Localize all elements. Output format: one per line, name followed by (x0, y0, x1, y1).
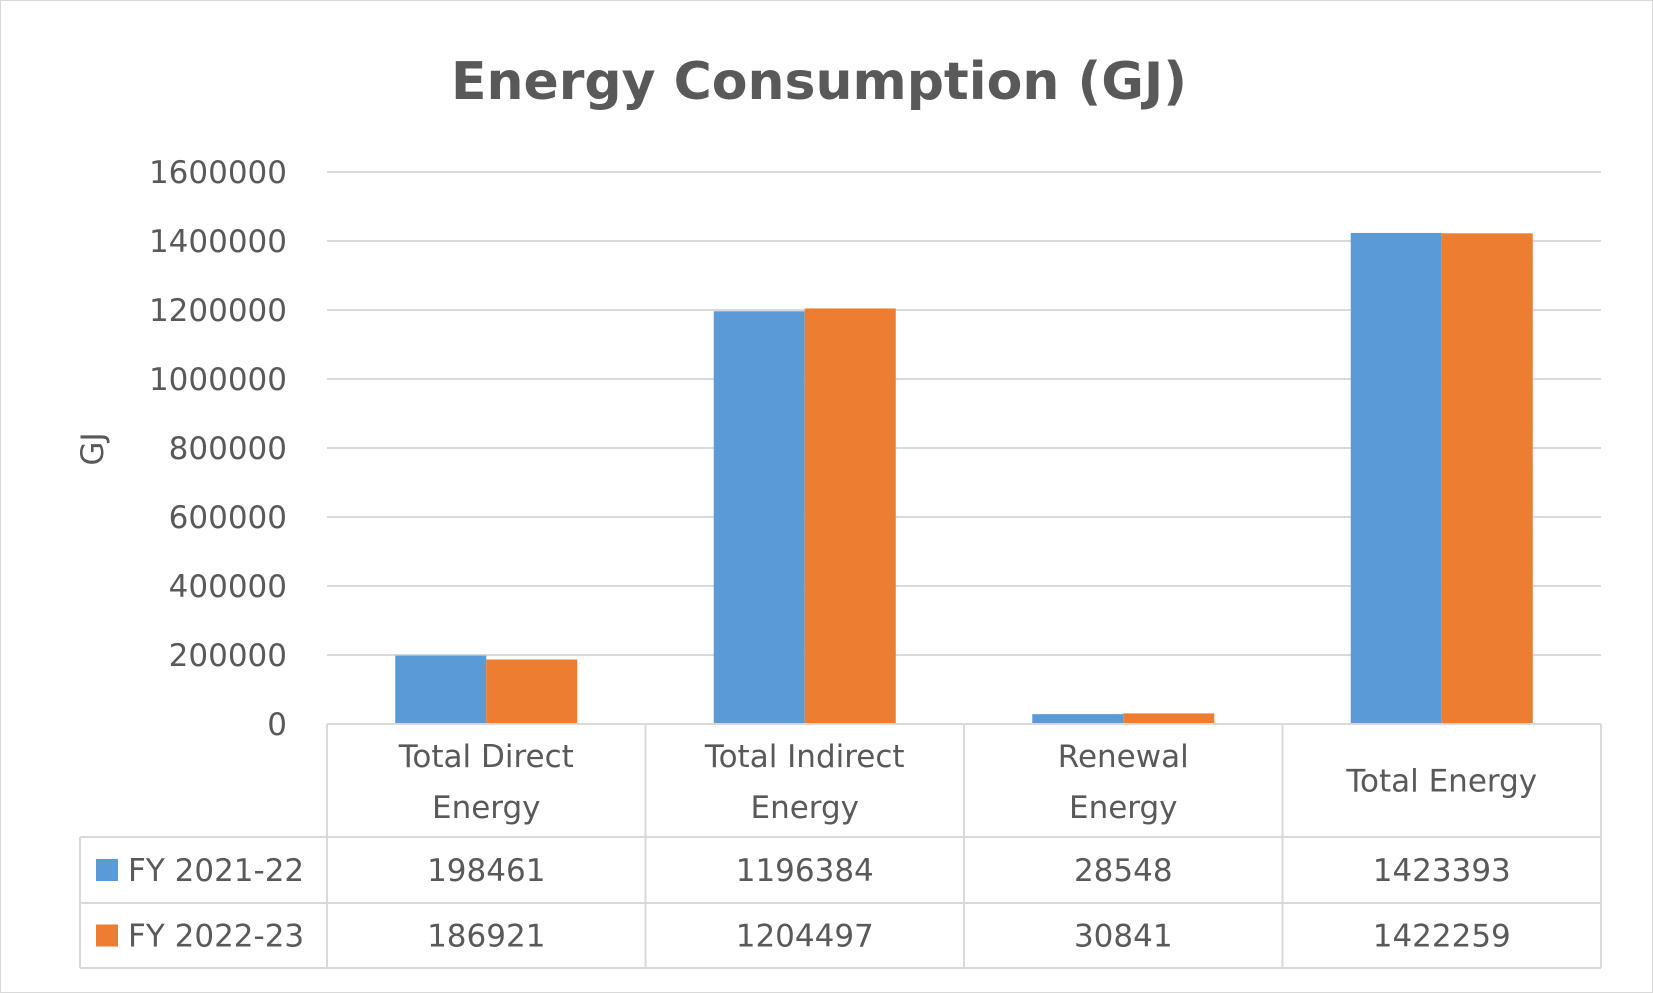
category-label-line: Energy (1069, 790, 1178, 826)
category-label-line: Renewal (1058, 739, 1189, 775)
y-tick-label: 800000 (169, 431, 287, 467)
category-label: Total Energy (1345, 764, 1537, 800)
data-label: 30841 (1074, 919, 1173, 955)
legend-key-fy-2022-23 (96, 924, 118, 947)
data-label: 28548 (1074, 853, 1173, 889)
category-label-line: Energy (432, 790, 541, 826)
y-tick-label: 400000 (169, 569, 287, 605)
bar-fy-2021-22-2 (1032, 714, 1124, 724)
y-tick-label: 200000 (169, 638, 287, 674)
y-tick-label: 1600000 (149, 155, 287, 191)
category-label: Total Direct Energy (398, 739, 574, 826)
y-tick-label: 1000000 (149, 362, 287, 398)
data-label: 1196384 (736, 853, 874, 889)
bar-fy-2021-22-0 (395, 655, 487, 724)
bar-fy-2022-23-2 (1123, 713, 1215, 724)
data-label: 198461 (427, 853, 545, 889)
y-tick-label: 1200000 (149, 293, 287, 329)
data-label: 186921 (427, 919, 545, 955)
gridlines (327, 171, 1601, 656)
y-tick-label: 0 (267, 707, 287, 743)
category-label-line: Total Indirect (704, 739, 905, 775)
category-label: Renewal Energy (1058, 739, 1189, 826)
legend-series-name: FY 2022-23 (128, 919, 304, 955)
y-axis-label: GJ (75, 432, 111, 465)
bar-fy-2022-23-3 (1441, 233, 1533, 724)
data-label: 1423393 (1373, 853, 1511, 889)
data-label: 1422259 (1373, 919, 1511, 955)
y-tick-label: 600000 (169, 500, 287, 536)
y-tick-label: 1400000 (149, 224, 287, 260)
bar-fy-2021-22-3 (1350, 232, 1442, 724)
bar-fy-2022-23-0 (486, 659, 578, 724)
y-axis-ticks: 0 200000 400000 600000 800000 1000000 1200000 1… (149, 155, 287, 743)
legend-series-name: FY 2021-22 (128, 853, 304, 889)
bar-fy-2021-22-1 (713, 311, 805, 724)
legend-key-fy-2021-22 (96, 859, 118, 881)
data-label: 1204497 (736, 919, 874, 955)
category-label-line: Total Direct (398, 739, 574, 775)
bar-fy-2022-23-1 (804, 308, 896, 724)
category-label-line: Energy (750, 790, 859, 826)
bars (395, 232, 1533, 724)
category-label: Total Indirect Energy (704, 739, 905, 826)
chart-title: Energy Consumption (GJ) (451, 52, 1187, 112)
